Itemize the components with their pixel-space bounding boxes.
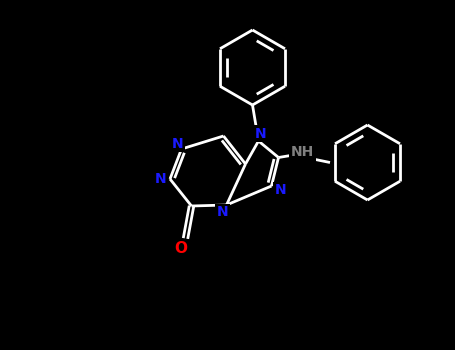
Text: O: O: [174, 241, 187, 256]
Text: N: N: [217, 205, 228, 219]
Text: N: N: [275, 183, 286, 197]
Text: N: N: [255, 126, 267, 140]
Text: N: N: [155, 172, 167, 186]
Text: NH: NH: [291, 146, 314, 160]
Text: N: N: [172, 137, 183, 151]
